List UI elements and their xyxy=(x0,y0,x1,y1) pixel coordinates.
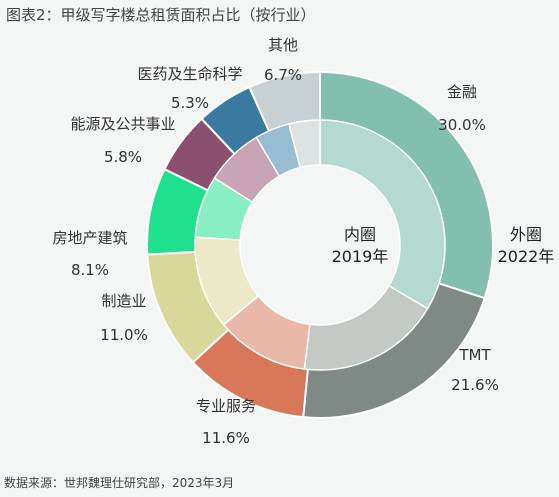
slice-label-7: 其他 xyxy=(268,36,298,54)
inner-ring xyxy=(194,119,446,371)
slice-label-4: 房地产建筑 xyxy=(52,229,127,247)
slice-value-label-7: 6.7% xyxy=(264,66,302,84)
chart-title: 图表2：甲级写字楼总租赁面积占比（按行业） xyxy=(6,6,316,24)
inner-ring-name: 内圈 xyxy=(344,225,376,244)
inner-slice-0 xyxy=(319,119,446,310)
slice-label-0: 金融 xyxy=(447,83,477,101)
slice-value-label-2: 11.6% xyxy=(202,429,250,447)
chart-source: 数据来源：世邦魏理仕研究部，2023年3月 xyxy=(4,476,235,490)
slice-value-label-0: 30.0% xyxy=(438,116,486,134)
slice-label-3: 制造业 xyxy=(101,292,146,310)
slice-value-label-5: 5.8% xyxy=(104,148,142,166)
inner-ring-year: 2019年 xyxy=(332,247,389,266)
outer-ring-year: 2022年 xyxy=(498,247,555,266)
outer-ring-name: 外圈 xyxy=(510,225,542,244)
slice-label-1: TMT xyxy=(458,346,491,364)
inner-slice-7 xyxy=(287,119,321,169)
slice-value-label-6: 5.3% xyxy=(171,94,209,112)
slice-value-label-3: 11.0% xyxy=(100,326,148,344)
slice-value-label-4: 8.1% xyxy=(71,261,109,279)
slice-value-label-1: 21.6% xyxy=(451,376,499,394)
center-layer: 外圈 2022年 内圈 2019年 xyxy=(332,225,555,266)
label-layer: 金融 30.0% TMT 21.6% 专业服务 11.6% 制造业 11.0% 房地产建筑 8.1… xyxy=(52,36,498,447)
slice-label-2: 专业服务 xyxy=(196,397,256,415)
slice-label-6: 医药及生命科学 xyxy=(137,65,242,83)
slice-label-5: 能源及公共事业 xyxy=(70,115,175,133)
